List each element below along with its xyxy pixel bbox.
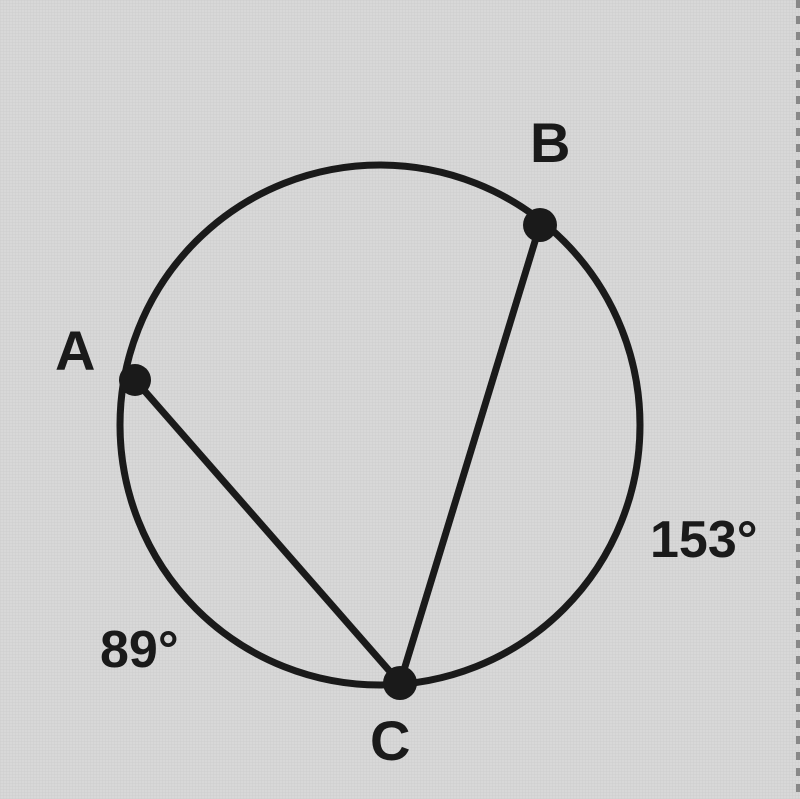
point-b [523,208,557,242]
main-circle [120,165,640,685]
arc-label-ac: 89° [100,620,179,680]
label-b: B [530,110,570,175]
chord-bc [400,225,540,683]
right-dashed-border [796,0,800,799]
label-c: C [370,708,410,773]
geometry-diagram: A B C 89° 153° [0,0,800,799]
label-a: A [55,318,95,383]
arc-label-bc: 153° [650,510,758,570]
point-c [383,666,417,700]
point-a [119,364,151,396]
